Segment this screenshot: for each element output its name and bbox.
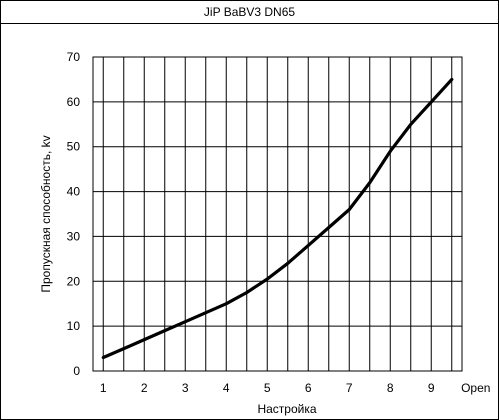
x-tick-label: 5	[264, 381, 271, 395]
x-axis-tick-labels: 1 2 3 4 5 6 7 8 9 Open	[100, 381, 491, 395]
y-tick-label: 70	[67, 50, 81, 64]
y-axis-tick-labels: 0 10 20 30 40 50 60 70	[67, 50, 81, 378]
y-tick-label: 0	[73, 364, 80, 378]
x-tick-label: Open	[461, 381, 490, 395]
series-line	[101, 77, 454, 360]
x-tick-label: 9	[428, 381, 435, 395]
vertical-gridlines	[102, 57, 453, 371]
y-tick-label: 50	[67, 140, 81, 154]
horizontal-gridlines	[93, 56, 462, 372]
y-tick-label: 40	[67, 185, 81, 199]
x-tick-label: 4	[223, 381, 230, 395]
y-tick-label: 60	[67, 95, 81, 109]
x-tick-label: 1	[100, 381, 107, 395]
y-tick-label: 10	[67, 319, 81, 333]
plot-area-border	[92, 56, 463, 372]
y-tick-label: 20	[67, 274, 81, 288]
y-tick-label: 30	[67, 229, 81, 243]
x-tick-label: 3	[182, 381, 189, 395]
x-axis-label: Настройка	[257, 402, 316, 416]
chart-title: JiP BaBV3 DN65	[1, 1, 498, 24]
x-tick-label: 8	[387, 381, 394, 395]
x-tick-label: 6	[305, 381, 312, 395]
y-axis-label: Пропускная способность, kv	[39, 135, 53, 292]
x-tick-label: 2	[141, 381, 148, 395]
x-tick-label: 7	[346, 381, 353, 395]
